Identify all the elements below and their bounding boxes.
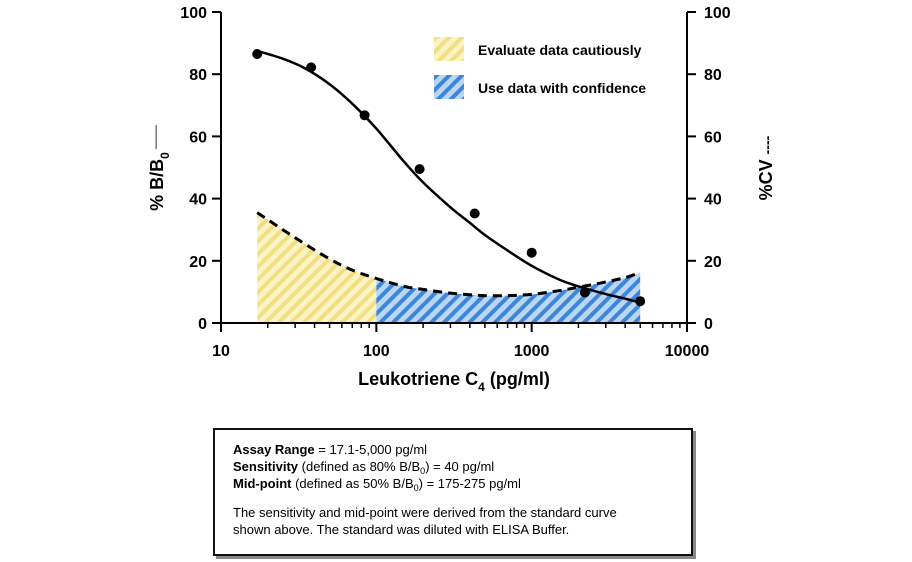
- bb0-fitted-curve: [256, 49, 641, 304]
- y-axis-right-title: %CV----: [756, 135, 776, 200]
- y-axis-left: 0 20 40 60 80 100: [180, 5, 222, 333]
- legend-label-confidence: Use data with confidence: [478, 80, 646, 96]
- y-left-tick-label: 80: [189, 67, 207, 84]
- sensitivity-text-b: ) = 40 pg/ml: [425, 459, 495, 474]
- assay-range-row: Assay Range = 17.1-5,000 pg/ml: [233, 441, 673, 458]
- x-axis: 10 100 1000 10000: [212, 322, 710, 360]
- standard-curve-chart: 0 20 40 60 80 100 0 20 40 60 80 100 10 100 1000 10000…: [147, 5, 776, 394]
- note-line-1: The sensitivity and mid-point were deriv…: [233, 505, 617, 520]
- data-point: [469, 208, 480, 219]
- legend-swatch-blue: [434, 75, 464, 99]
- x-tick-label: 10: [212, 343, 230, 360]
- legend-swatch-yellow: [434, 37, 464, 61]
- legend-label-evaluate: Evaluate data cautiously: [478, 42, 642, 58]
- data-point: [252, 49, 263, 59]
- cv-dashed-line: [256, 211, 641, 298]
- x-tick-label: 1000: [514, 343, 550, 360]
- x-tick-label: 100: [363, 343, 390, 360]
- data-point: [414, 164, 425, 175]
- y-right-tick-label: 60: [704, 129, 722, 146]
- region-evaluate-cautiously: [257, 212, 377, 323]
- note-paragraph: The sensitivity and mid-point were deriv…: [233, 504, 673, 538]
- y-left-tick-label: 100: [180, 5, 207, 22]
- y-right-tick-label: 0: [704, 316, 713, 333]
- data-point: [635, 296, 646, 307]
- y-right-tick-label: 40: [704, 192, 722, 209]
- data-point: [306, 62, 317, 73]
- y-axis-right: 0 20 40 60 80 100: [686, 5, 731, 333]
- note-line-2: shown above. The standard was diluted wi…: [233, 522, 570, 537]
- x-axis-title: Leukotriene C4 (pg/ml): [358, 369, 550, 394]
- y-left-tick-label: 0: [198, 316, 207, 333]
- midpoint-text-b: ) = 175-275 pg/ml: [418, 476, 521, 491]
- midpoint-label: Mid-point: [233, 476, 292, 491]
- sensitivity-row: Sensitivity (defined as 80% B/B0) = 40 p…: [233, 458, 673, 476]
- data-point: [526, 247, 537, 258]
- sensitivity-subscript: 0: [420, 466, 426, 476]
- y-right-tick-label: 20: [704, 254, 722, 271]
- y-left-tick-label: 40: [189, 192, 207, 209]
- data-point: [359, 110, 370, 121]
- y-left-tick-label: 20: [189, 254, 207, 271]
- y-left-tick-label: 60: [189, 129, 207, 146]
- shaded-regions: [257, 212, 641, 323]
- y-axis-left-title: % B/B0——: [147, 125, 172, 211]
- midpoint-row: Mid-point (defined as 50% B/B0) = 175-27…: [233, 475, 673, 493]
- region-use-with-confidence: [376, 272, 641, 323]
- midpoint-text-a: (defined as 50% B/B: [291, 476, 414, 491]
- data-point: [579, 287, 590, 298]
- legend: Evaluate data cautiously Use data with c…: [434, 37, 646, 99]
- sensitivity-text-a: (defined as 80% B/B: [298, 459, 421, 474]
- midpoint-subscript: 0: [413, 483, 419, 493]
- sensitivity-label: Sensitivity: [233, 459, 299, 474]
- assay-info-box: Assay Range = 17.1-5,000 pg/ml Sensitivi…: [213, 428, 693, 556]
- y-right-tick-label: 100: [704, 5, 731, 22]
- y-right-tick-label: 80: [704, 67, 722, 84]
- data-points: [252, 49, 646, 307]
- assay-range-label: Assay Range: [233, 442, 315, 457]
- assay-range-value: = 17.1-5,000 pg/ml: [314, 442, 428, 457]
- x-tick-label: 10000: [665, 343, 710, 360]
